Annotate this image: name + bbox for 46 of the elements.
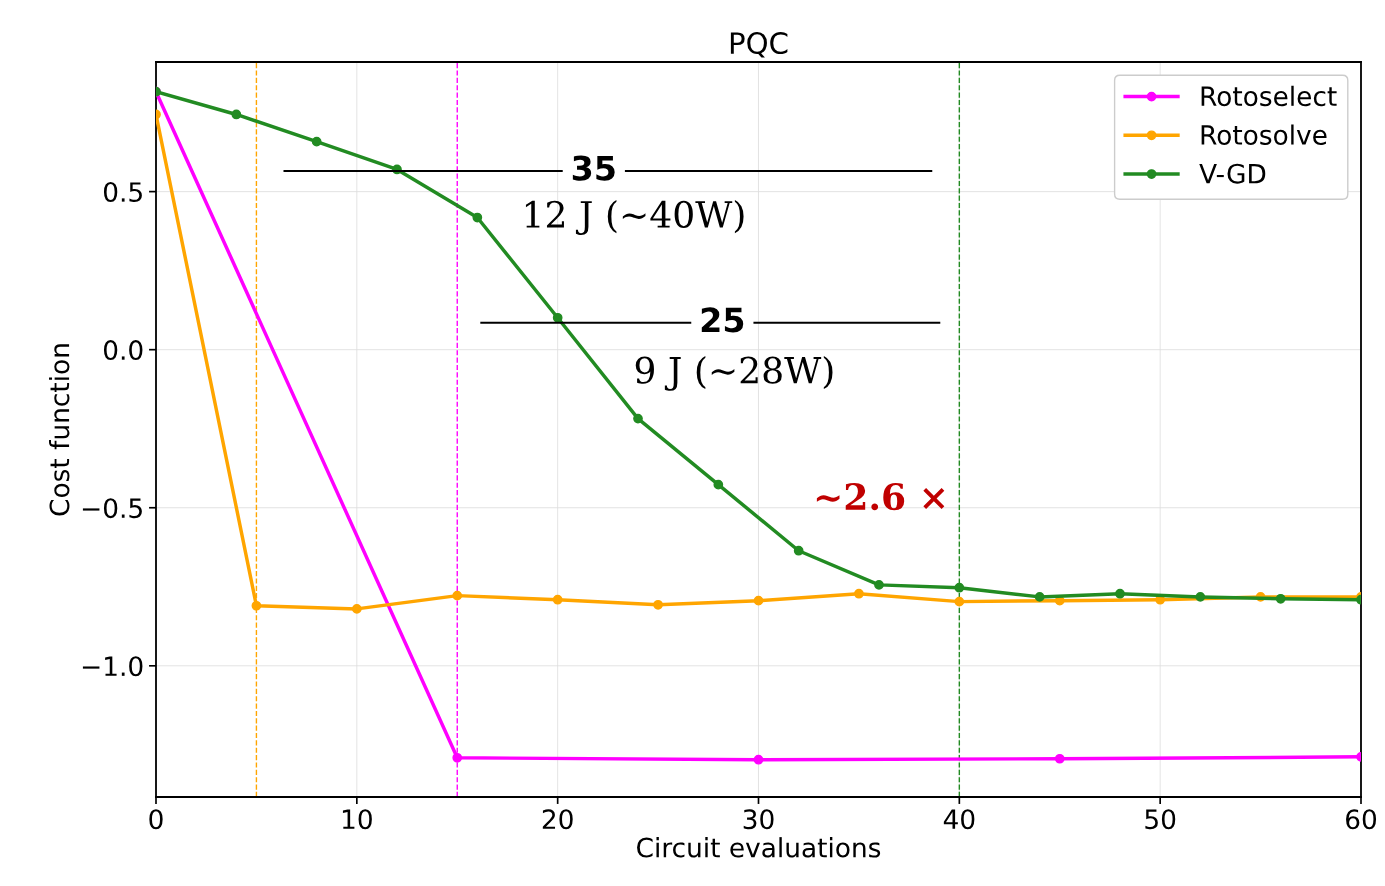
x-tick-label: 10 <box>342 809 372 830</box>
x-tick-label: 30 <box>743 809 774 830</box>
point <box>753 754 764 765</box>
chart-title: PQC <box>730 32 788 58</box>
annotation: 25 <box>701 307 744 333</box>
point <box>633 413 643 424</box>
legend-label: V-GD <box>1199 163 1266 184</box>
annotation: 12 J (~40W) <box>525 200 744 236</box>
point <box>552 594 563 605</box>
point <box>231 109 242 120</box>
point <box>954 582 965 593</box>
point <box>1054 753 1065 764</box>
annotation: ~2.6 × <box>816 483 945 511</box>
point <box>1275 593 1286 604</box>
point <box>793 545 804 556</box>
point <box>472 212 483 223</box>
point <box>753 595 764 606</box>
point <box>854 588 864 599</box>
annotation: 9 J (~28W) <box>635 355 833 391</box>
point <box>653 599 663 610</box>
x-tick-label: 0 <box>149 809 163 830</box>
y-axis-title: Cost function <box>49 344 70 516</box>
point <box>1115 588 1125 599</box>
point <box>552 312 563 323</box>
x-axis-title: Circuit evaluations <box>637 837 881 858</box>
point <box>1034 592 1045 602</box>
y-tick-label: −1.0 <box>82 656 143 677</box>
point <box>954 596 965 607</box>
x-tick-label: 20 <box>542 809 573 830</box>
point <box>351 604 362 614</box>
point <box>452 590 463 601</box>
legend-label: Rotosolve <box>1201 124 1327 145</box>
x-tick-label: 60 <box>1346 809 1377 830</box>
y-tick-label: 0.5 <box>103 182 142 203</box>
annotation: 35 <box>572 155 615 181</box>
y-tick-label: 0.0 <box>103 340 143 361</box>
point <box>251 600 262 611</box>
x-tick-label: 40 <box>943 809 975 830</box>
point <box>1195 592 1206 602</box>
legend-label: Rotoselect <box>1201 85 1337 107</box>
point <box>311 136 322 147</box>
y-tick-label: −0.5 <box>82 498 142 519</box>
point <box>452 752 463 763</box>
point <box>874 580 884 590</box>
x-tick-label: 50 <box>1145 809 1176 830</box>
point <box>713 479 724 490</box>
